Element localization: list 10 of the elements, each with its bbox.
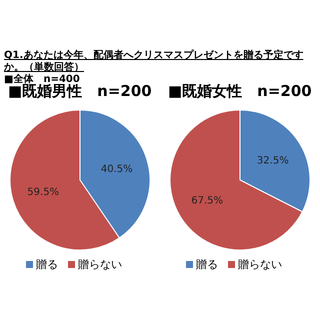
text: Q1.あなたは今年、配偶者へクリスマスプレゼントを贈る予定ですか。（単数回答） [4,50,304,74]
data-label: 32.5% [256,155,289,166]
legend-label: 贈る [196,258,218,271]
legend-label: 贈らない [78,258,122,271]
data-label: 59.5% [27,186,60,198]
legend-label: 贈らない [238,258,282,271]
data-label: 67.5% [191,196,224,207]
text: ■全体 n=400 [4,74,80,85]
legend-label: 贈る [36,258,58,271]
data-label: 40.5% [100,164,133,176]
